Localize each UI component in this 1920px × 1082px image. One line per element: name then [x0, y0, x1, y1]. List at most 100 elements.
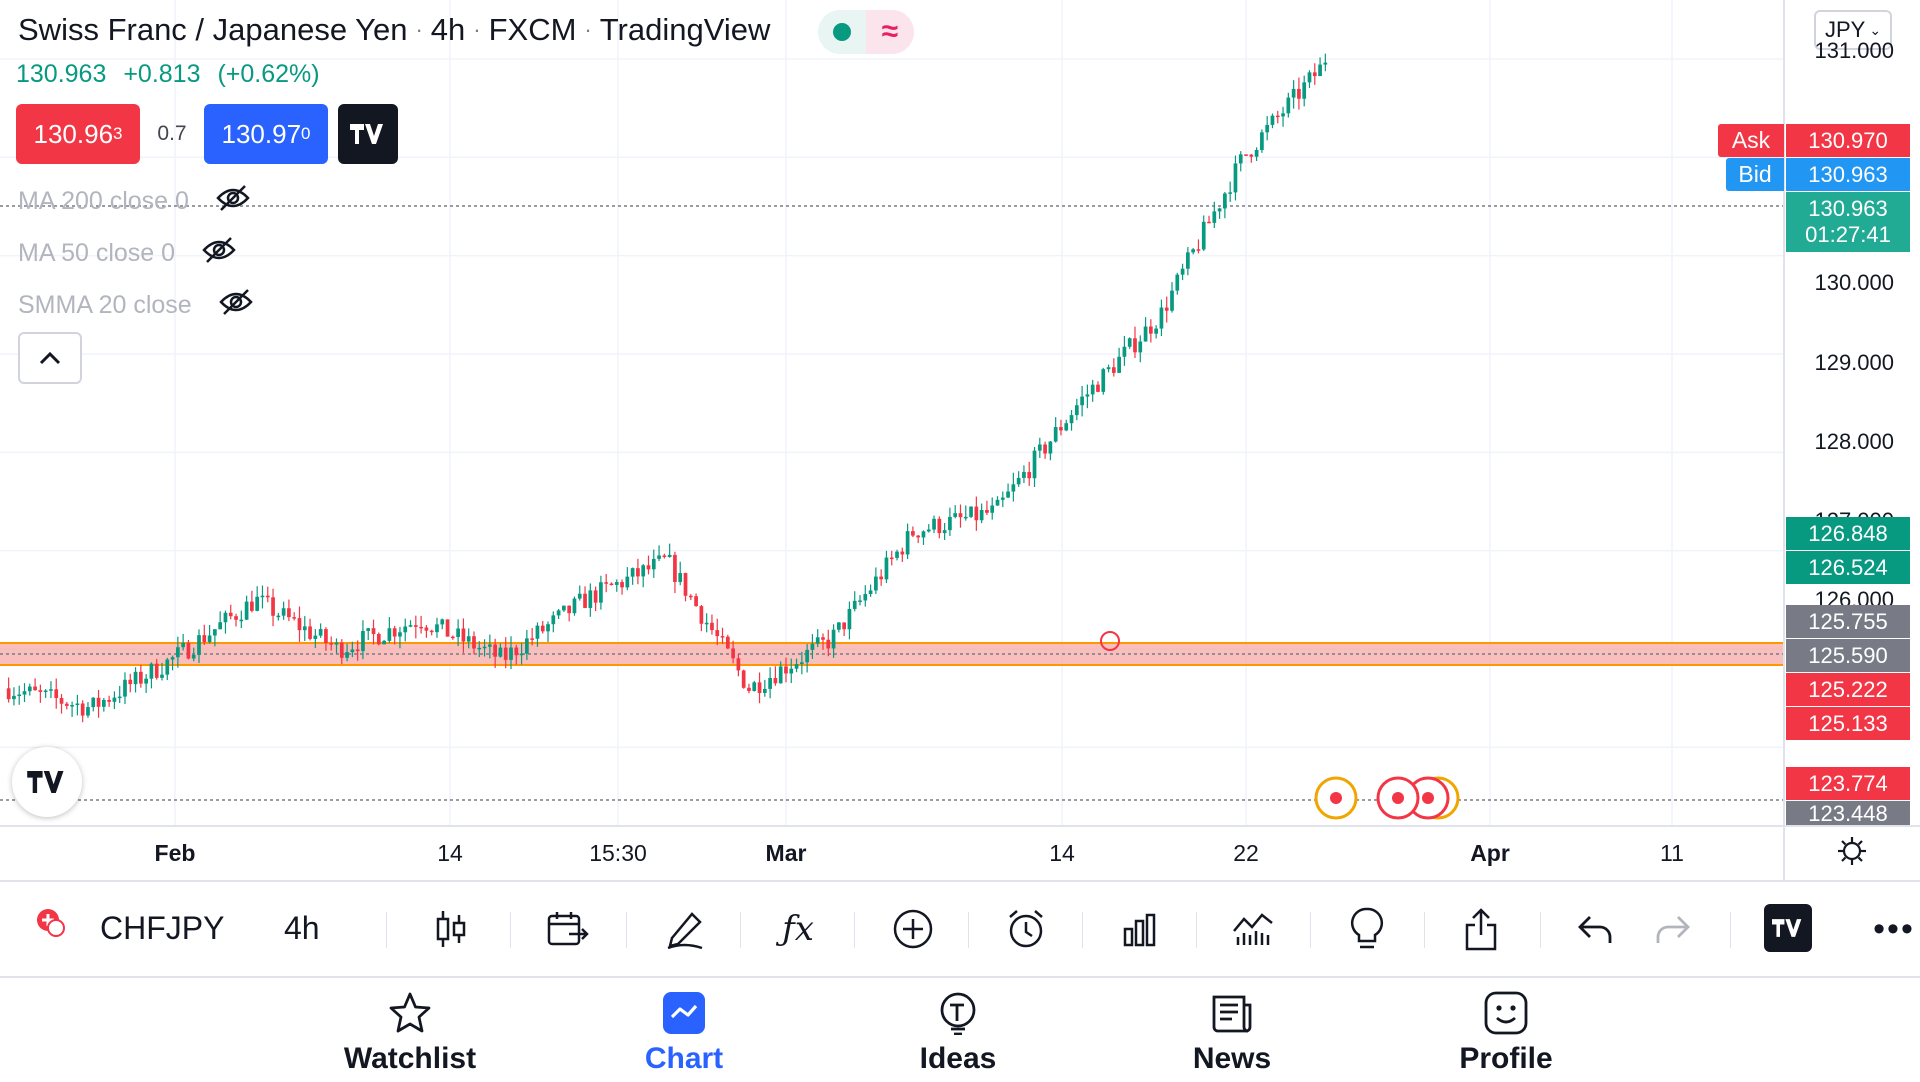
candle-body — [1106, 367, 1111, 370]
level-label: 125.755 — [1786, 605, 1910, 638]
candle-body — [636, 568, 640, 577]
toolbar-symbol[interactable]: CHFJPY — [100, 910, 225, 946]
candle-body — [181, 642, 185, 648]
bottom-navigation: Watchlist Chart Ideas News Profile — [0, 976, 1920, 1082]
nav-label: Watchlist — [343, 1042, 477, 1075]
nav-profile[interactable]: Profile — [1406, 990, 1606, 1076]
draw-icon[interactable] — [660, 904, 710, 954]
candle-body — [1090, 384, 1095, 395]
candle-body — [12, 695, 16, 700]
nav-watchlist[interactable]: Watchlist — [310, 990, 510, 1076]
candle-body — [112, 697, 117, 702]
candle-body — [223, 612, 228, 623]
eye-off-icon[interactable] — [215, 184, 251, 219]
nav-ideas[interactable]: Ideas — [858, 990, 1058, 1076]
candle-body — [144, 678, 148, 684]
indicator-smma20[interactable]: SMMA 20 close — [18, 288, 254, 323]
candle-body — [308, 626, 312, 639]
candle-body — [403, 626, 408, 633]
nav-label: News — [1192, 1042, 1272, 1075]
idea-icon[interactable] — [1342, 904, 1392, 954]
undo-icon[interactable] — [1570, 904, 1620, 954]
buy-button[interactable]: 130.97 0 — [204, 104, 328, 164]
candle-body — [466, 636, 471, 642]
compare-icon[interactable] — [543, 904, 593, 954]
sell-button[interactable]: 130.96 3 — [16, 104, 140, 164]
nav-chart[interactable]: Chart — [584, 990, 784, 1076]
financials-icon[interactable] — [1228, 904, 1278, 954]
candles-icon[interactable] — [426, 904, 476, 954]
event-marker-2[interactable] — [1406, 776, 1450, 820]
separator-dot: · — [584, 17, 592, 42]
candle-body — [1270, 115, 1275, 125]
candle-body — [64, 703, 69, 706]
nav-news[interactable]: News — [1132, 990, 1332, 1076]
chart-header-title[interactable]: Swiss Franc / Japanese Yen · 4h · FXCM ·… — [18, 12, 770, 48]
candle-body — [265, 595, 270, 598]
candle-body — [1196, 249, 1201, 251]
event-marker-1[interactable] — [1314, 776, 1358, 820]
candle-body — [805, 649, 809, 663]
candle-body — [382, 640, 386, 645]
toolbar-separator — [510, 912, 511, 948]
candle-body — [6, 688, 11, 700]
candle-body — [329, 643, 334, 645]
tradingview-watermark-logo[interactable] — [12, 747, 82, 817]
scale-tick: 128.000 — [1814, 429, 1894, 454]
candle-body — [620, 582, 624, 588]
market-status-pill[interactable]: ≈ — [818, 10, 914, 54]
toolbar-interval[interactable]: 4h — [284, 910, 320, 946]
exchange-label: FXCM — [488, 12, 577, 47]
candle-body — [1323, 62, 1328, 65]
chart-icon — [661, 990, 707, 1036]
chart-toolbar: CHFJPY 4h ƒx ••• — [0, 880, 1920, 976]
indicators-icon[interactable]: ƒx — [782, 909, 814, 949]
redo-icon[interactable] — [1648, 904, 1698, 954]
currency-selector[interactable]: JPY ⌄ — [1814, 10, 1892, 50]
candle-body — [599, 582, 603, 603]
eye-off-icon[interactable] — [218, 288, 254, 323]
alert-icon[interactable] — [1001, 904, 1051, 954]
candle-body — [937, 518, 942, 534]
candle-body — [519, 653, 524, 656]
candle-body — [1111, 367, 1116, 373]
bars-icon[interactable] — [1115, 904, 1165, 954]
candle-body — [704, 622, 709, 625]
candle-body — [852, 600, 857, 609]
candle-body — [1143, 326, 1148, 342]
candle-body — [540, 625, 545, 632]
chevron-down-icon: ⌄ — [1869, 21, 1882, 38]
candle-body — [874, 576, 878, 591]
chart-settings-button[interactable] — [1837, 836, 1867, 871]
share-icon[interactable] — [1456, 904, 1506, 954]
candle-body — [1207, 221, 1211, 224]
candle-body — [1117, 356, 1121, 373]
price-chart[interactable] — [0, 0, 1920, 890]
last-price-value: 130.963 — [1808, 195, 1888, 221]
candle-body — [107, 699, 111, 702]
candle-body — [1249, 154, 1254, 157]
candle-body — [75, 703, 80, 706]
indicator-ma200[interactable]: MA 200 close 0 — [18, 184, 251, 219]
add-icon[interactable] — [888, 904, 938, 954]
candle-body — [699, 606, 704, 624]
event-marker-4[interactable] — [1376, 776, 1420, 820]
candle-body — [725, 636, 730, 649]
candle-body — [1223, 193, 1227, 209]
candle-body — [424, 627, 429, 631]
indicator-ma50[interactable]: MA 50 close 0 — [18, 236, 237, 271]
tv-logo-icon[interactable] — [1764, 904, 1812, 952]
candle-body — [33, 686, 37, 691]
collapse-indicators-button[interactable] — [18, 332, 82, 384]
level-label: 125.222 — [1786, 673, 1910, 706]
candle-body — [1101, 369, 1106, 392]
bar-countdown: 01:27:41 — [1805, 222, 1891, 247]
tradingview-logo-button[interactable] — [338, 104, 398, 164]
candle-body — [250, 601, 254, 611]
more-icon[interactable]: ••• — [1873, 909, 1915, 948]
trade-buttons: 130.96 3 0.7 130.97 0 — [16, 104, 398, 164]
eye-off-icon[interactable] — [201, 236, 237, 271]
candle-body — [128, 679, 133, 685]
symbol-flag-icon[interactable] — [36, 908, 66, 938]
candle-body — [593, 590, 598, 603]
